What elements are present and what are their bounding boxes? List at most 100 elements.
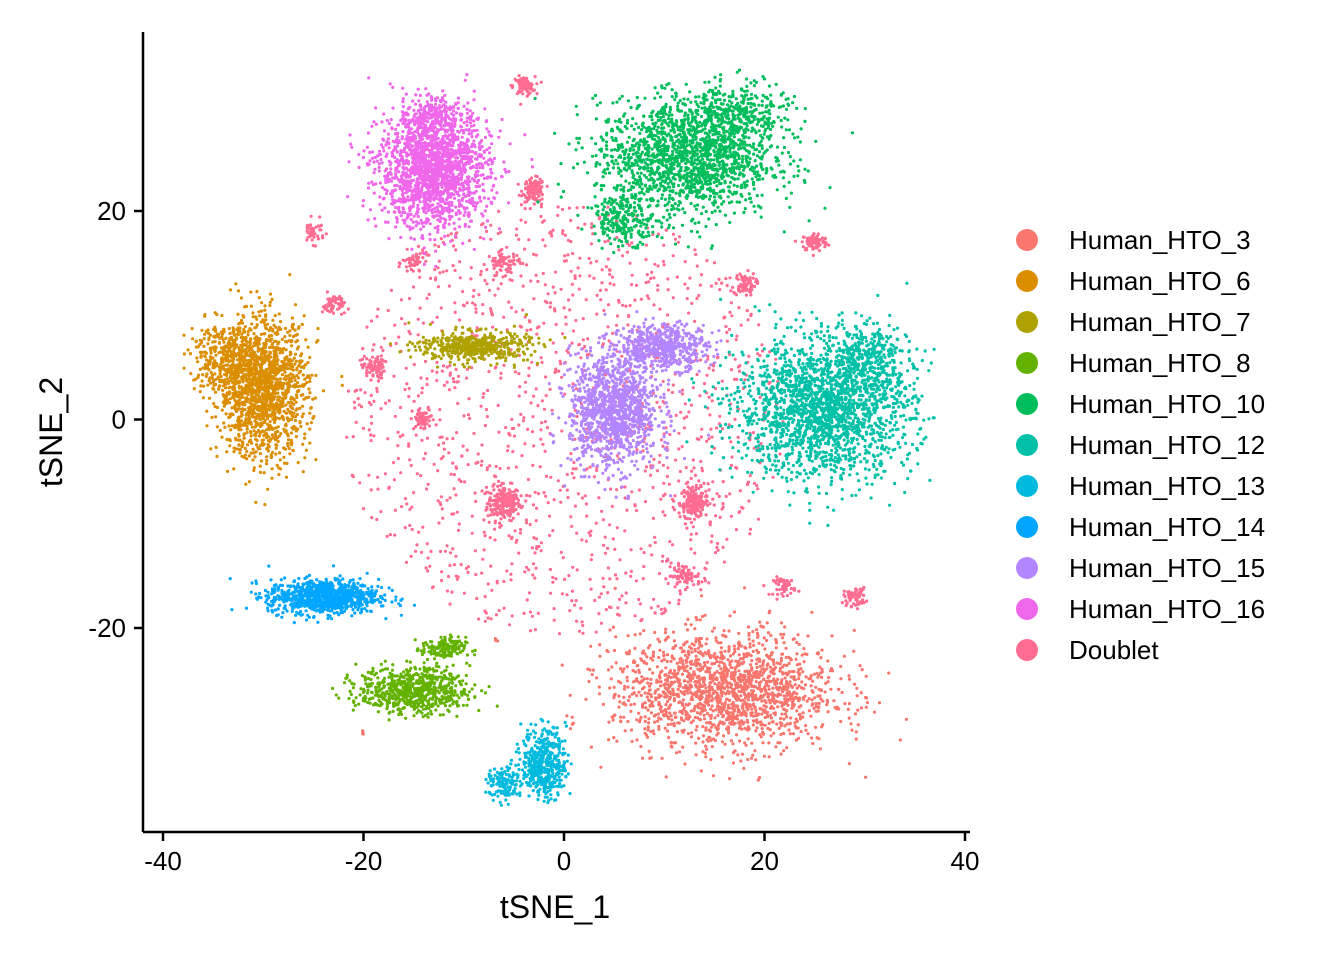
scatter-point — [855, 598, 859, 603]
scatter-point — [357, 403, 361, 407]
scatter-point — [583, 494, 587, 498]
scatter-point — [659, 607, 664, 612]
scatter-point — [660, 669, 664, 673]
scatter-point — [514, 488, 518, 492]
scatter-point — [595, 293, 599, 297]
scatter-point — [803, 683, 808, 687]
scatter-point — [779, 656, 784, 660]
scatter-point — [707, 437, 711, 441]
scatter-point — [251, 447, 255, 451]
scatter-point — [497, 608, 501, 613]
scatter-point — [793, 239, 798, 243]
scatter-point — [534, 387, 538, 391]
scatter-point — [730, 690, 734, 694]
scatter-point — [525, 263, 529, 267]
scatter-point — [489, 564, 493, 568]
scatter-point — [502, 509, 506, 513]
scatter-point — [273, 432, 278, 436]
scatter-point — [442, 447, 446, 451]
scatter-point — [537, 325, 541, 329]
scatter-point — [769, 716, 774, 720]
scatter-point — [548, 305, 552, 309]
scatter-point — [568, 308, 572, 312]
scatter-point — [662, 683, 666, 687]
scatter-point — [630, 241, 634, 245]
scatter-point — [533, 628, 538, 632]
scatter-point — [504, 262, 508, 266]
scatter-point — [656, 288, 660, 292]
scatter-point — [709, 686, 713, 691]
scatter-point — [767, 592, 771, 596]
scatter-point — [686, 568, 690, 572]
scatter-point — [835, 705, 839, 709]
scatter-point — [697, 706, 701, 710]
scatter-point — [762, 636, 766, 640]
scatter-point — [720, 281, 724, 285]
scatter-point — [421, 256, 425, 260]
scatter-point — [861, 598, 865, 602]
scatter-point — [693, 495, 697, 499]
scatter-point — [704, 642, 708, 646]
scatter-point — [546, 501, 550, 505]
scatter-point — [437, 443, 441, 447]
scatter-point — [708, 502, 712, 506]
scatter-point — [821, 723, 825, 727]
scatter-point — [705, 499, 709, 503]
scatter-point — [755, 631, 760, 636]
scatter-point — [656, 264, 660, 268]
scatter-point — [692, 583, 696, 587]
scatter-point — [512, 255, 516, 259]
scatter-point — [739, 713, 743, 717]
scatter-point — [717, 696, 721, 700]
scatter-point — [425, 436, 430, 440]
scatter-point — [762, 678, 766, 682]
scatter-point — [746, 708, 750, 712]
scatter-point — [569, 218, 573, 223]
scatter-point — [447, 284, 451, 288]
scatter-point — [426, 482, 430, 486]
scatter-point — [358, 358, 362, 362]
scatter-point — [856, 723, 860, 727]
scatter-point — [700, 580, 704, 584]
scatter-point — [467, 397, 471, 401]
scatter-point — [466, 413, 471, 417]
scatter-point — [864, 695, 868, 700]
scatter-point — [569, 452, 573, 456]
scatter-point — [864, 775, 868, 779]
scatter-point — [843, 702, 847, 706]
scatter-point — [718, 288, 722, 292]
scatter-point — [691, 458, 695, 462]
scatter-point — [580, 496, 585, 500]
scatter-point — [698, 698, 702, 702]
scatter-point — [491, 499, 495, 503]
scatter-point — [656, 604, 660, 608]
scatter-point — [713, 716, 717, 720]
scatter-point — [733, 670, 738, 674]
scatter-point — [644, 465, 649, 469]
scatter-point — [784, 655, 788, 660]
scatter-point — [769, 734, 773, 738]
scatter-point — [517, 74, 521, 78]
scatter-point — [727, 713, 731, 717]
scatter-point — [519, 218, 523, 222]
scatter-point — [448, 496, 452, 500]
scatter-point — [706, 660, 710, 664]
scatter-point — [729, 514, 734, 518]
scatter-point — [588, 274, 592, 278]
scatter-point — [381, 348, 385, 352]
scatter-point — [529, 190, 533, 194]
scatter-point — [612, 685, 616, 689]
scatter-point — [570, 471, 574, 475]
scatter-point — [560, 332, 565, 336]
scatter-point — [220, 435, 224, 439]
scatter-point — [664, 702, 668, 707]
scatter-point — [608, 628, 612, 632]
scatter-point — [657, 727, 661, 731]
scatter-point — [651, 658, 655, 662]
scatter-point — [252, 468, 256, 473]
scatter-point — [746, 675, 751, 679]
scatter-point — [396, 456, 400, 461]
scatter-point — [268, 420, 272, 424]
scatter-point — [659, 684, 663, 688]
scatter-point — [580, 620, 584, 624]
